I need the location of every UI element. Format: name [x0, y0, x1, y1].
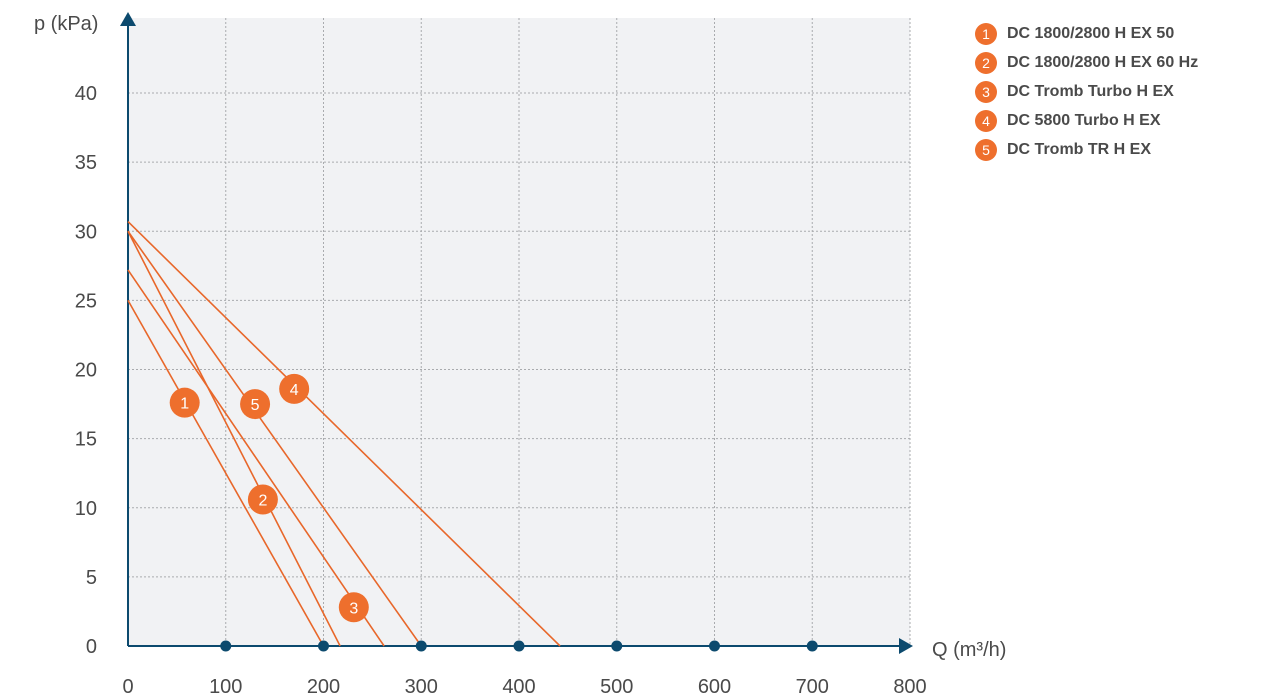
legend-item: 2 DC 1800/2800 H EX 60 Hz — [975, 49, 1198, 76]
x-tick-label: 400 — [502, 676, 535, 698]
legend-badge: 1 — [975, 22, 997, 45]
series-badge-1: 1 — [169, 387, 200, 418]
series-line-3 — [127, 269, 385, 647]
series-badge-2: 2 — [247, 484, 278, 515]
grid-lines — [128, 18, 911, 646]
legend-badge: 5 — [975, 138, 997, 161]
series-line-4 — [127, 221, 561, 647]
legend-item: 4 DC 5800 Turbo H EX — [975, 107, 1198, 134]
y-tick-labels: 0 5 10 15 20 25 30 35 40 — [75, 83, 97, 658]
legend-badge: 2 — [975, 51, 997, 74]
series-badge-circle — [279, 373, 310, 404]
series-badge-label: 1 — [180, 396, 189, 413]
series-badge-5: 5 — [240, 389, 271, 420]
legend-label: DC Tromb TR H EX — [1007, 140, 1152, 158]
y-tick-label: 35 — [75, 152, 97, 174]
x-axis-marker — [806, 640, 818, 652]
legend-item: 5 DC Tromb TR H EX — [975, 136, 1198, 163]
x-axis-marker — [318, 640, 329, 652]
series-badge-circle — [240, 389, 271, 420]
y-tick-label: 10 — [75, 498, 97, 520]
legend: 1 DC 1800/2800 H EX 50 2 DC 1800/2800 H EX … — [975, 20, 1198, 165]
series-line-5 — [127, 230, 422, 647]
series-badge-label: 5 — [251, 397, 260, 414]
series-badge-label: 3 — [349, 600, 358, 617]
series-badge-label: 2 — [258, 492, 267, 509]
x-axis-markers — [220, 640, 818, 652]
legend-badge: 4 — [975, 109, 997, 132]
series-badge-circle — [338, 592, 369, 623]
x-tick-labels: 0 100 200 300 400 500 600 700 800 — [122, 676, 926, 698]
series-lines — [127, 221, 561, 647]
x-tick-label: 600 — [698, 676, 731, 698]
legend-badge: 3 — [975, 80, 997, 103]
x-tick-label: 700 — [796, 676, 829, 698]
y-tick-label: 20 — [75, 360, 97, 382]
y-tick-label: 5 — [86, 567, 97, 589]
x-axis-marker — [709, 640, 720, 652]
x-tick-label: 0 — [122, 676, 133, 698]
x-axis-marker — [611, 640, 623, 652]
y-tick-label: 40 — [75, 83, 97, 105]
y-tick-label: 30 — [75, 221, 97, 243]
x-axis-marker — [415, 640, 427, 652]
series-badge-label: 4 — [290, 382, 299, 399]
x-tick-label: 100 — [209, 676, 242, 698]
y-tick-label: 15 — [75, 429, 97, 451]
y-tick-label: 0 — [86, 636, 97, 658]
x-axis-label: Q (m³/h) — [932, 639, 1006, 661]
x-axis-arrow-icon — [899, 638, 913, 654]
x-tick-label: 800 — [893, 676, 926, 698]
x-tick-label: 500 — [600, 676, 633, 698]
series-badge-4: 4 — [279, 373, 310, 404]
legend-item: 3 DC Tromb Turbo H EX — [975, 78, 1198, 105]
series-badge-circle — [247, 484, 278, 515]
y-tick-label: 25 — [75, 290, 97, 312]
x-axis-marker — [513, 640, 525, 652]
legend-item: 1 DC 1800/2800 H EX 50 — [975, 20, 1198, 47]
legend-label: DC 1800/2800 H EX 50 — [1007, 24, 1175, 42]
series-badges: 1 2 3 4 5 — [169, 373, 369, 623]
series-badge-3: 3 — [338, 592, 369, 623]
series-line-2 — [127, 230, 341, 647]
legend-label: DC 5800 Turbo H EX — [1007, 111, 1161, 129]
y-axis-arrow-icon — [120, 12, 136, 26]
x-tick-label: 200 — [307, 676, 340, 698]
series-badge-circle — [169, 387, 200, 418]
legend-label: DC Tromb Turbo H EX — [1007, 82, 1174, 100]
x-axis-marker — [220, 640, 232, 652]
series-line-1 — [127, 299, 325, 647]
legend-label: DC 1800/2800 H EX 60 Hz — [1007, 53, 1199, 71]
x-tick-label: 300 — [405, 676, 438, 698]
y-axis-label: p (kPa) — [34, 13, 98, 35]
